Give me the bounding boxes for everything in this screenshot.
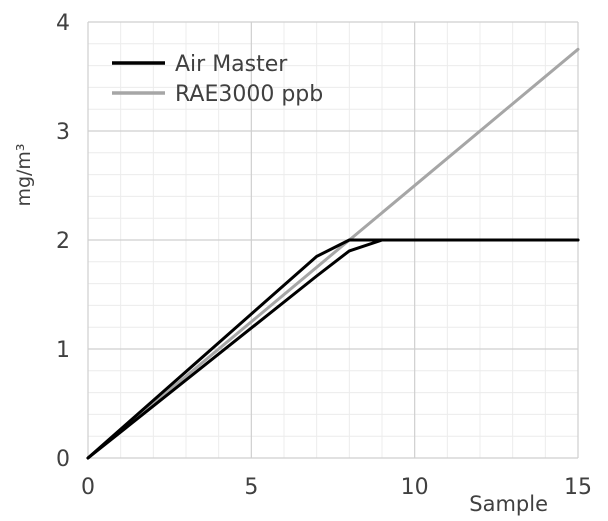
x-tick-label: 0 (81, 475, 95, 500)
x-tick-label: 10 (401, 475, 429, 500)
legend-label: RAE3000 ppb (175, 82, 323, 107)
y-tick-label: 0 (56, 447, 70, 472)
y-tick-label: 4 (56, 11, 70, 36)
x-tick-label: 15 (564, 475, 592, 500)
series-lines (86, 47, 580, 460)
x-axis-label: Sample (469, 492, 548, 516)
series-line-3 (86, 47, 580, 460)
y-tick-label: 2 (56, 229, 70, 254)
legend: Air Master RAE3000 ppb (112, 52, 323, 107)
y-tick-label: 3 (56, 120, 70, 145)
legend-label: Air Master (175, 52, 288, 77)
minor-gridlines (88, 22, 578, 458)
x-tick-label: 5 (244, 475, 258, 500)
y-axis-label: mg/m³ (13, 143, 35, 206)
y-tick-label: 1 (56, 338, 70, 363)
y-axis-tick-labels: 0 1 2 3 4 (56, 11, 70, 472)
series-line-2 (86, 238, 580, 460)
x-axis-tick-labels: 0 5 10 15 (81, 475, 592, 500)
